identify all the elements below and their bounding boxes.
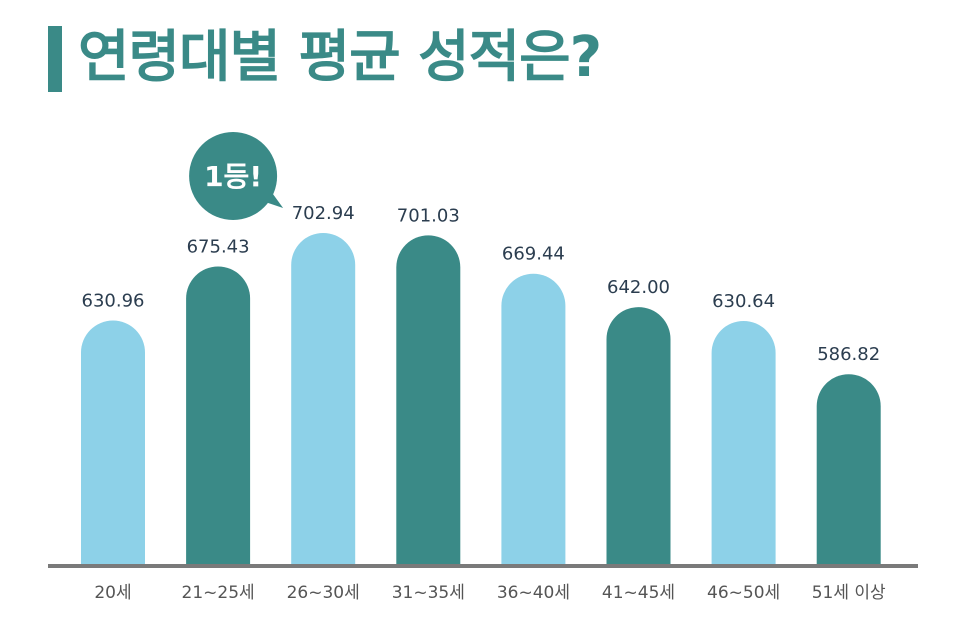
value-label-5: 669.44 [502,244,565,265]
category-label-1: 20세 [94,583,131,603]
value-label-6: 642.00 [607,277,670,298]
value-label-1: 630.96 [82,291,145,312]
category-label-8: 51세 이상 [812,583,886,603]
bar-1 [81,320,145,565]
category-label-3: 26~30세 [287,583,360,603]
category-label-7: 46~50세 [707,583,780,603]
chart-title: 연령대별 평균 성적은? [78,25,602,90]
bar-3 [291,233,356,565]
value-label-2: 675.43 [187,236,250,257]
bar-8 [816,374,881,565]
badge-text: 1등! [204,160,262,193]
category-label-4: 31~35세 [392,583,465,603]
bar-5 [501,273,566,565]
bar-6 [606,307,671,565]
value-label-3: 702.94 [292,203,355,224]
title-accent-bar [48,26,62,92]
x-axis-line [48,564,918,568]
value-label-8: 586.82 [817,344,880,365]
category-label-5: 36~40세 [497,583,570,603]
category-label-6: 41~45세 [602,583,675,603]
bar-7 [711,320,776,565]
category-label-2: 21~25세 [182,583,255,603]
bar-2 [186,266,251,565]
value-label-7: 630.64 [712,291,775,312]
value-label-4: 701.03 [397,205,460,226]
bar-4 [396,235,461,565]
first-place-badge: 1등! [189,132,284,220]
